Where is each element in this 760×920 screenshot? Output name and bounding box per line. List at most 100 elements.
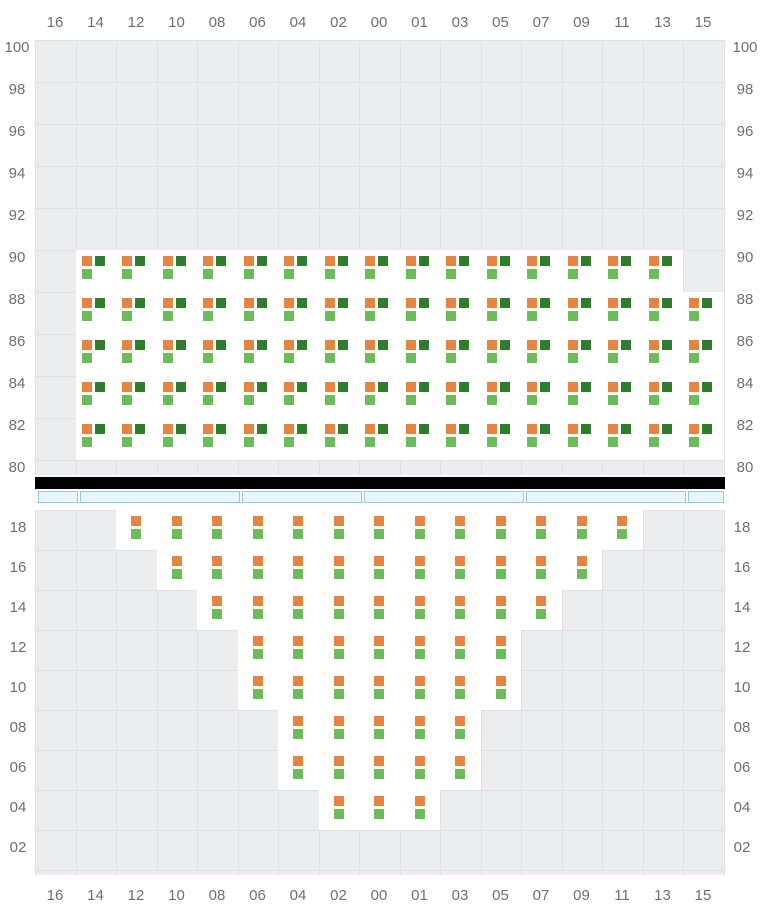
- seat-cell[interactable]: [359, 334, 400, 376]
- seat-cell[interactable]: [683, 292, 724, 334]
- seat-cell[interactable]: [278, 510, 319, 550]
- seat-cell[interactable]: [359, 790, 400, 830]
- seat-cell[interactable]: [359, 292, 400, 334]
- seat-cell[interactable]: [319, 550, 360, 590]
- seat-cell[interactable]: [157, 376, 198, 418]
- seat-cell[interactable]: [157, 550, 198, 590]
- seat-cell[interactable]: [562, 550, 603, 590]
- seat-cell[interactable]: [481, 510, 522, 550]
- seat-cell[interactable]: [278, 630, 319, 670]
- seat-cell[interactable]: [278, 590, 319, 630]
- seat-cell[interactable]: [481, 630, 522, 670]
- seat-cell[interactable]: [319, 418, 360, 460]
- seat-cell[interactable]: [440, 292, 481, 334]
- seat-cell[interactable]: [562, 250, 603, 292]
- seat-cell[interactable]: [238, 292, 279, 334]
- seat-cell[interactable]: [521, 334, 562, 376]
- seat-cell[interactable]: [400, 710, 441, 750]
- seat-cell[interactable]: [116, 292, 157, 334]
- seat-cell[interactable]: [481, 590, 522, 630]
- seat-cell[interactable]: [76, 250, 117, 292]
- seat-cell[interactable]: [157, 292, 198, 334]
- seat-cell[interactable]: [157, 334, 198, 376]
- seat-cell[interactable]: [521, 510, 562, 550]
- seat-cell[interactable]: [562, 334, 603, 376]
- seat-cell[interactable]: [278, 418, 319, 460]
- seat-cell[interactable]: [319, 510, 360, 550]
- seat-cell[interactable]: [521, 376, 562, 418]
- seat-cell[interactable]: [400, 550, 441, 590]
- seat-cell[interactable]: [481, 334, 522, 376]
- seat-cell[interactable]: [116, 334, 157, 376]
- seat-cell[interactable]: [481, 418, 522, 460]
- seat-cell[interactable]: [359, 710, 400, 750]
- seat-cell[interactable]: [643, 376, 684, 418]
- seat-cell[interactable]: [481, 250, 522, 292]
- seat-cell[interactable]: [116, 376, 157, 418]
- seat-cell[interactable]: [562, 376, 603, 418]
- seat-cell[interactable]: [481, 376, 522, 418]
- seat-cell[interactable]: [400, 250, 441, 292]
- seat-cell[interactable]: [319, 292, 360, 334]
- seat-cell[interactable]: [440, 710, 481, 750]
- seat-cell[interactable]: [319, 750, 360, 790]
- seat-cell[interactable]: [643, 292, 684, 334]
- seat-cell[interactable]: [440, 550, 481, 590]
- seat-cell[interactable]: [521, 550, 562, 590]
- seat-cell[interactable]: [400, 418, 441, 460]
- seat-cell[interactable]: [562, 510, 603, 550]
- seat-cell[interactable]: [278, 750, 319, 790]
- seat-cell[interactable]: [683, 334, 724, 376]
- seat-cell[interactable]: [643, 250, 684, 292]
- seat-cell[interactable]: [440, 418, 481, 460]
- seat-cell[interactable]: [602, 510, 643, 550]
- seat-cell[interactable]: [440, 590, 481, 630]
- seat-cell[interactable]: [521, 250, 562, 292]
- seat-cell[interactable]: [400, 376, 441, 418]
- seat-cell[interactable]: [76, 334, 117, 376]
- seat-cell[interactable]: [319, 334, 360, 376]
- seat-cell[interactable]: [683, 376, 724, 418]
- seat-cell[interactable]: [157, 250, 198, 292]
- seat-cell[interactable]: [76, 376, 117, 418]
- seat-cell[interactable]: [440, 670, 481, 710]
- seat-cell[interactable]: [319, 670, 360, 710]
- seat-cell[interactable]: [319, 590, 360, 630]
- seat-cell[interactable]: [238, 510, 279, 550]
- seat-cell[interactable]: [319, 790, 360, 830]
- seat-cell[interactable]: [319, 376, 360, 418]
- seat-cell[interactable]: [76, 292, 117, 334]
- seat-cell[interactable]: [400, 510, 441, 550]
- seat-cell[interactable]: [197, 418, 238, 460]
- seat-cell[interactable]: [440, 334, 481, 376]
- seat-cell[interactable]: [359, 670, 400, 710]
- seat-cell[interactable]: [440, 510, 481, 550]
- seat-cell[interactable]: [197, 292, 238, 334]
- seat-cell[interactable]: [116, 510, 157, 550]
- seat-cell[interactable]: [440, 630, 481, 670]
- seat-cell[interactable]: [481, 670, 522, 710]
- seat-cell[interactable]: [116, 418, 157, 460]
- seat-cell[interactable]: [359, 630, 400, 670]
- seat-cell[interactable]: [400, 750, 441, 790]
- seat-cell[interactable]: [238, 334, 279, 376]
- seat-cell[interactable]: [643, 418, 684, 460]
- seat-cell[interactable]: [319, 630, 360, 670]
- seat-cell[interactable]: [440, 750, 481, 790]
- seat-cell[interactable]: [238, 590, 279, 630]
- seat-cell[interactable]: [197, 550, 238, 590]
- seat-cell[interactable]: [440, 376, 481, 418]
- seat-cell[interactable]: [238, 550, 279, 590]
- seat-cell[interactable]: [238, 630, 279, 670]
- seat-cell[interactable]: [197, 376, 238, 418]
- seat-cell[interactable]: [602, 334, 643, 376]
- seat-cell[interactable]: [197, 334, 238, 376]
- seat-cell[interactable]: [278, 550, 319, 590]
- seat-cell[interactable]: [197, 250, 238, 292]
- seat-cell[interactable]: [602, 292, 643, 334]
- seat-cell[interactable]: [602, 376, 643, 418]
- seat-cell[interactable]: [238, 670, 279, 710]
- seat-cell[interactable]: [238, 250, 279, 292]
- seat-cell[interactable]: [400, 630, 441, 670]
- seat-cell[interactable]: [602, 418, 643, 460]
